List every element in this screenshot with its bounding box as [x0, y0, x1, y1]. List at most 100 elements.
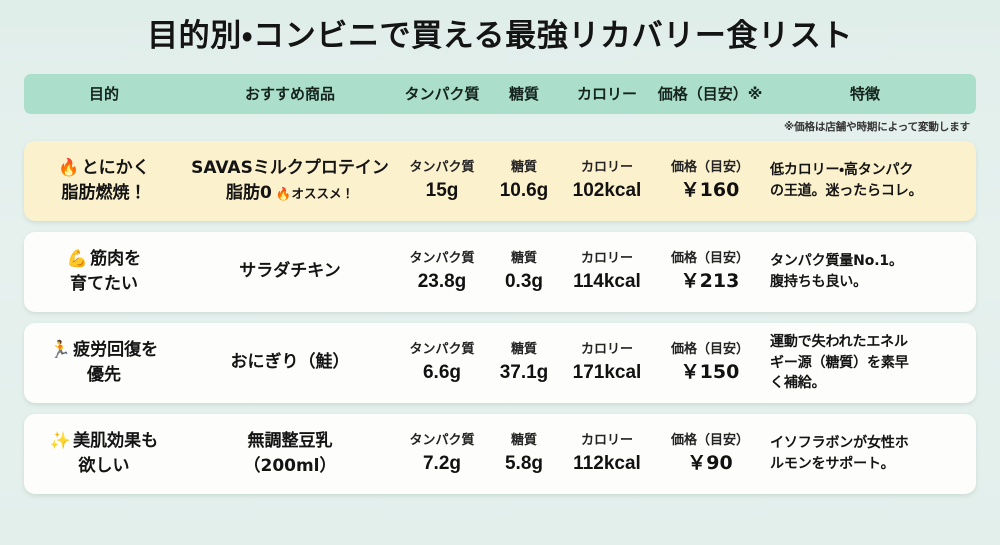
purpose-line-2: 欲しい: [78, 455, 130, 476]
sugar-value: 5.8g: [504, 452, 544, 474]
price-value: ￥160: [680, 178, 740, 201]
price-label: 価格（目安）: [670, 342, 749, 358]
fire-icon: 🔥: [275, 185, 292, 201]
purpose-line-1: 美肌効果も: [73, 431, 159, 452]
cell-sugar: 糖質 0.3g: [488, 249, 560, 294]
cell-product: 無調整豆乳 （200ml）: [184, 429, 396, 478]
product-line-1: サラダチキン: [239, 261, 341, 282]
sugar-value: 10.6g: [499, 179, 549, 201]
cell-protein: タンパク質 6.6g: [396, 340, 488, 385]
fire-icon: 🔥: [58, 158, 80, 179]
feature-line-2: ギー源（糖質）を素早: [770, 354, 909, 371]
calorie-value: 102kcal: [572, 179, 642, 201]
feature-line-1: 運動で失われたエネル: [770, 334, 908, 351]
cell-sugar: 糖質 10.6g: [488, 158, 560, 203]
price-label: 価格（目安）: [670, 433, 749, 449]
calorie-value: 114kcal: [573, 270, 641, 292]
cell-product: おにぎり（鮭）: [184, 350, 396, 375]
price-value: ￥90: [687, 451, 733, 474]
feature-line-1: イソフラボンが女性ホ: [770, 435, 909, 452]
cell-price: 価格（目安） ￥90: [654, 431, 766, 476]
purpose-line-1: 筋肉を: [90, 249, 142, 270]
calorie-label: カロリー: [580, 342, 633, 358]
product-line-2: 脂肪0: [226, 182, 272, 203]
cell-purpose: 🔥 とにかく 脂肪燃焼！: [24, 156, 184, 205]
purpose-line-1: 疲労回復を: [73, 340, 159, 361]
protein-value: 15g: [425, 179, 459, 201]
sugar-value: 0.3g: [504, 270, 544, 292]
cell-calorie: カロリー 114kcal: [560, 249, 654, 294]
price-label: 価格（目安）: [670, 251, 749, 267]
table-row: 💪 筋肉を 育てたい サラダチキン タンパク質 23.8g 糖質 0.3g カロリ…: [24, 231, 976, 312]
column-header-protein: タンパク質: [404, 85, 480, 104]
table-row: 🏃 疲労回復を 優先 おにぎり（鮭） タンパク質 6.6g 糖質 37.1g カロ…: [24, 322, 976, 403]
cell-product: SAVASミルクプロテイン 脂肪0 🔥オススメ！: [184, 156, 396, 205]
purpose-line-1: とにかく: [81, 158, 150, 179]
cell-feature: タンパク質量No.1。 腹持ちも良い。: [766, 251, 968, 292]
cell-price: 価格（目安） ￥160: [654, 158, 766, 203]
cell-price: 価格（目安） ￥213: [654, 249, 766, 294]
price-value: ￥213: [680, 269, 740, 292]
cell-calorie: カロリー 171kcal: [560, 340, 654, 385]
sugar-label: 糖質: [510, 251, 537, 267]
price-value: ￥150: [680, 360, 740, 383]
column-header-feature: 特徴: [849, 85, 880, 104]
protein-label: タンパク質: [409, 342, 475, 358]
cell-protein: タンパク質 7.2g: [396, 431, 488, 476]
protein-value: 6.6g: [422, 361, 462, 383]
cell-calorie: カロリー 112kcal: [560, 431, 654, 476]
sugar-label: 糖質: [510, 160, 537, 176]
cell-purpose: 🏃 疲労回復を 優先: [24, 338, 184, 387]
calorie-label: カロリー: [580, 433, 633, 449]
feature-line-2: ルモンをサポート。: [770, 455, 895, 472]
cell-protein: タンパク質 23.8g: [396, 249, 488, 294]
protein-value: 23.8g: [417, 270, 467, 292]
price-disclaimer-note: ※価格は店舗や時期によって変動します: [784, 120, 970, 133]
cell-product: サラダチキン: [184, 259, 396, 284]
recommend-label: オススメ！: [291, 185, 354, 201]
table-row: 🔥 とにかく 脂肪燃焼！ SAVASミルクプロテイン 脂肪0 🔥オススメ！ タンパク…: [24, 140, 976, 221]
sparkles-icon: ✨: [49, 431, 72, 452]
sugar-label: 糖質: [510, 342, 537, 358]
product-line-1: 無調整豆乳: [247, 431, 333, 452]
sugar-label: 糖質: [510, 433, 537, 449]
recommend-badge: 🔥オススメ！: [276, 186, 354, 201]
purpose-line-2: 脂肪燃焼！: [61, 182, 147, 203]
calorie-value: 171kcal: [572, 361, 642, 383]
protein-label: タンパク質: [409, 251, 475, 267]
sugar-value: 37.1g: [499, 361, 549, 383]
feature-line-2: の王道。迷ったらコレ。: [770, 182, 923, 199]
page-title: 目的別・コンビニで買える最強リカバリー食リスト: [147, 18, 853, 54]
cell-sugar: 糖質 5.8g: [488, 431, 560, 476]
cell-feature: 低カロリー・高タンパク の王道。迷ったらコレ。: [766, 160, 968, 201]
table-header-row: 目的 おすすめ商品 タンパク質 糖質 カロリー 価格（目安）※ 特徴: [24, 73, 976, 114]
purpose-line-2: 優先: [87, 364, 121, 385]
column-header-price: 価格（目安）※: [657, 85, 763, 104]
column-header-purpose: 目的: [88, 85, 119, 104]
product-line-2: （200ml）: [243, 455, 337, 476]
calorie-label: カロリー: [580, 251, 633, 267]
flexed-biceps-icon: 💪: [66, 249, 89, 270]
cell-calorie: カロリー 102kcal: [560, 158, 654, 203]
protein-value: 7.2g: [422, 452, 462, 474]
cell-price: 価格（目安） ￥150: [654, 340, 766, 385]
cell-purpose: ✨ 美肌効果も 欲しい: [24, 429, 184, 478]
table-body: 🔥 とにかく 脂肪燃焼！ SAVASミルクプロテイン 脂肪0 🔥オススメ！ タンパク…: [24, 140, 976, 494]
cell-purpose: 💪 筋肉を 育てたい: [24, 247, 184, 296]
protein-label: タンパク質: [409, 433, 475, 449]
protein-label: タンパク質: [409, 160, 475, 176]
cell-feature: 運動で失われたエネル ギー源（糖質）を素早 く補給。: [766, 332, 968, 393]
feature-line-3: く補給。: [770, 374, 826, 391]
product-line-1: おにぎり（鮭）: [230, 352, 350, 373]
column-header-sugar: 糖質: [508, 85, 539, 104]
cell-protein: タンパク質 15g: [396, 158, 488, 203]
column-header-calorie: カロリー: [576, 85, 637, 104]
product-line-1: SAVASミルクプロテイン: [191, 158, 389, 179]
purpose-line-2: 育てたい: [70, 273, 138, 294]
feature-line-1: タンパク質量No.1。: [770, 253, 903, 270]
cell-sugar: 糖質 37.1g: [488, 340, 560, 385]
feature-line-1: 低カロリー・高タンパク: [770, 162, 914, 179]
calorie-label: カロリー: [580, 160, 633, 176]
cell-feature: イソフラボンが女性ホ ルモンをサポート。: [766, 433, 968, 474]
